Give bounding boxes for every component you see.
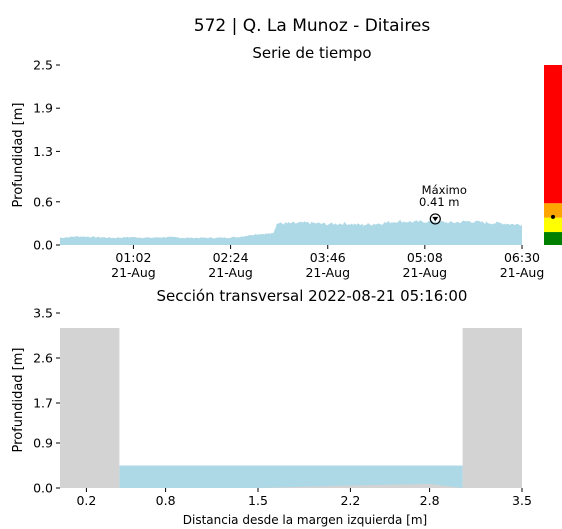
alert-level-segment — [544, 232, 562, 245]
time-series-chart: Serie de tiempo Profundidad [m] 0.0 0.6 1.… — [11, 44, 562, 280]
figure-title: 572 | Q. La Munoz - Ditaires — [194, 16, 431, 36]
alert-level-segment — [544, 203, 562, 218]
cross-section-chart: Sección transversal 2022-08-21 05:16:00 … — [11, 287, 532, 527]
x-tick-date: 21-Aug — [111, 265, 156, 280]
channel-bed — [119, 484, 463, 488]
water-section — [119, 465, 463, 488]
time-series-y-axis: 0.0 0.6 1.3 1.9 2.5 — [33, 58, 60, 253]
time-series-title: Serie de tiempo — [252, 44, 371, 62]
y-tick-label: 0.0 — [33, 238, 53, 253]
x-tick-label: 0.8 — [156, 493, 176, 508]
y-tick-label: 0.6 — [33, 194, 53, 209]
x-tick-time: 02:24 — [213, 250, 249, 265]
right-bank — [462, 328, 522, 488]
y-tick-label: 0.0 — [33, 481, 53, 496]
x-tick-time: 03:46 — [310, 250, 346, 265]
x-tick-date: 21-Aug — [305, 265, 350, 280]
alert-level-segment — [544, 217, 562, 233]
max-marker-circle — [429, 213, 441, 225]
x-tick-label: 2.2 — [340, 493, 360, 508]
time-series-x-axis: 01:0221-Aug02:2421-Aug03:4621-Aug05:0821… — [111, 245, 544, 280]
max-annotation-value: 0.41 m — [419, 195, 459, 209]
cross-section-ylabel: Profundidad [m] — [11, 348, 26, 453]
y-tick-label: 0.9 — [33, 436, 53, 451]
x-tick-label: 3.5 — [512, 493, 532, 508]
x-tick-label: 2.8 — [420, 493, 440, 508]
y-tick-label: 1.9 — [33, 101, 53, 116]
y-tick-label: 1.3 — [33, 144, 53, 159]
x-tick-label: 0.2 — [76, 493, 96, 508]
x-tick-time: 05:08 — [407, 250, 443, 265]
x-tick-date: 21-Aug — [500, 265, 545, 280]
time-series-ylabel: Profundidad [m] — [11, 103, 26, 208]
y-tick-label: 2.5 — [33, 58, 53, 73]
y-tick-label: 3.5 — [33, 306, 53, 321]
cross-section-y-axis: 0.0 0.9 1.7 2.6 3.5 — [33, 306, 60, 496]
x-tick-date: 21-Aug — [208, 265, 253, 280]
x-tick-date: 21-Aug — [403, 265, 448, 280]
alert-level-bar — [544, 65, 562, 245]
alert-level-segment — [544, 65, 562, 204]
cross-section-xlabel: Distancia desde la margen izquierda [m] — [183, 513, 427, 527]
current-level-dot — [551, 214, 555, 219]
depth-series-area — [60, 219, 522, 245]
cross-section-x-axis: 0.2 0.8 1.5 2.2 2.8 3.5 — [76, 488, 532, 508]
y-tick-label: 1.7 — [33, 396, 53, 411]
max-marker-arrow — [432, 216, 439, 222]
x-tick-label: 1.5 — [248, 493, 268, 508]
cross-section-area — [60, 328, 522, 488]
left-bank — [60, 328, 120, 488]
x-tick-time: 06:30 — [504, 250, 540, 265]
max-annotation-label: Máximo — [422, 183, 467, 197]
time-series-area — [60, 219, 522, 245]
x-tick-time: 01:02 — [115, 250, 151, 265]
cross-section-title: Sección transversal 2022-08-21 05:16:00 — [157, 287, 468, 305]
y-tick-label: 2.6 — [33, 351, 53, 366]
